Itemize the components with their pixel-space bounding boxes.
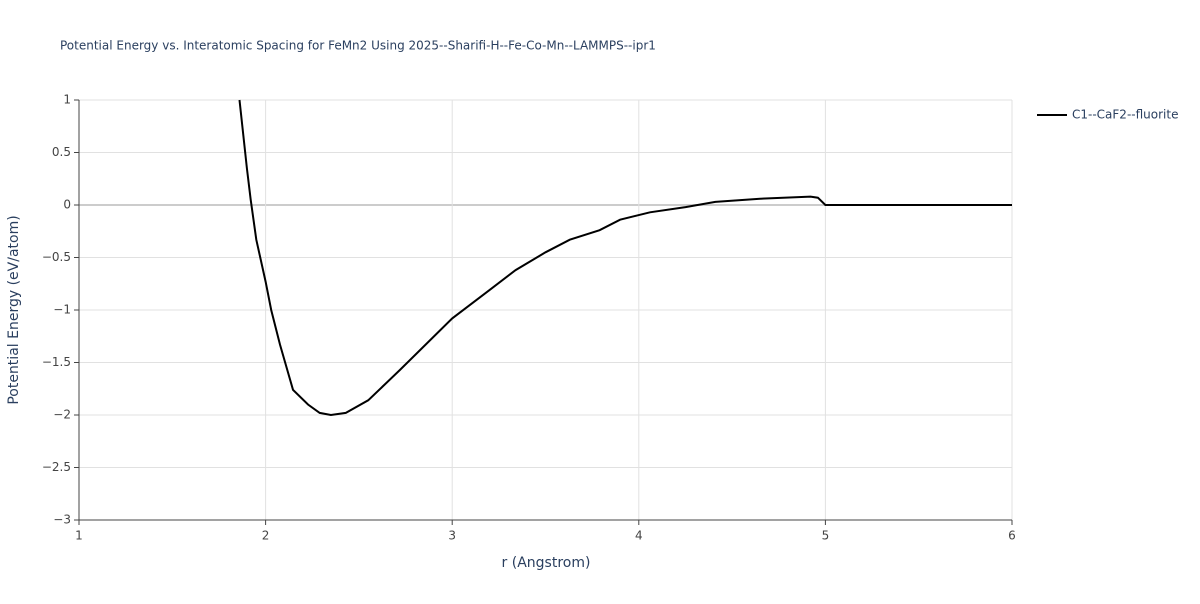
y-tick-label: −2.5 xyxy=(42,460,71,474)
y-tick-label: −1.5 xyxy=(42,355,71,369)
x-axis-title: r (Angstrom) xyxy=(502,555,591,571)
y-axis-title: Potential Energy (eV/atom) xyxy=(6,215,22,404)
x-tick-label: 3 xyxy=(448,529,456,543)
chart-title: Potential Energy vs. Interatomic Spacing… xyxy=(60,39,656,53)
x-tick-label: 1 xyxy=(75,529,83,543)
y-tick-label: −1 xyxy=(53,303,71,317)
x-tick-label: 6 xyxy=(1008,529,1016,543)
y-tick-label: −0.5 xyxy=(42,250,71,264)
y-tick-label: −2 xyxy=(53,408,71,422)
legend-label: C1--CaF2--fluorite xyxy=(1072,108,1178,122)
x-tick-label: 5 xyxy=(822,529,830,543)
y-tick-label: 0.5 xyxy=(52,145,71,159)
data-line xyxy=(238,99,1012,417)
y-tick-label: −3 xyxy=(53,513,71,527)
x-tick-label: 4 xyxy=(635,529,643,543)
x-tick-label: 2 xyxy=(262,529,270,543)
y-tick-label: 0 xyxy=(63,198,71,212)
y-tick-label: 1 xyxy=(63,93,71,107)
